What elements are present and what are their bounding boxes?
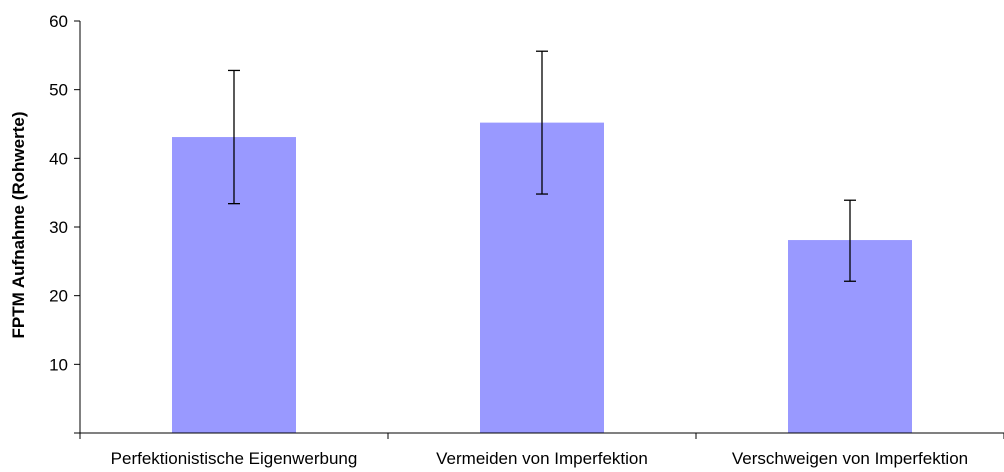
y-axis-title: FPTM Aufnahme (Rohwerte)	[9, 112, 28, 339]
labels-layer: 10 20 30 40 50 60 Perfektionistische Eigenwerb…	[49, 12, 968, 468]
y-tick-label-50: 50	[49, 81, 68, 100]
axes-layer	[74, 20, 1004, 439]
y-tick-label-40: 40	[49, 149, 68, 168]
y-tick-label-10: 10	[49, 355, 68, 374]
x-tick-label-3: Verschweigen von Imperfektion	[732, 449, 968, 468]
y-tick-label-60: 60	[49, 12, 68, 31]
x-tick-label-2: Vermeiden von Imperfektion	[436, 449, 648, 468]
y-tick-label-20: 20	[49, 287, 68, 306]
error-bars-layer	[228, 50, 856, 282]
x-tick-label-1: Perfektionistische Eigenwerbung	[111, 449, 358, 468]
y-tick-label-30: 30	[49, 218, 68, 237]
